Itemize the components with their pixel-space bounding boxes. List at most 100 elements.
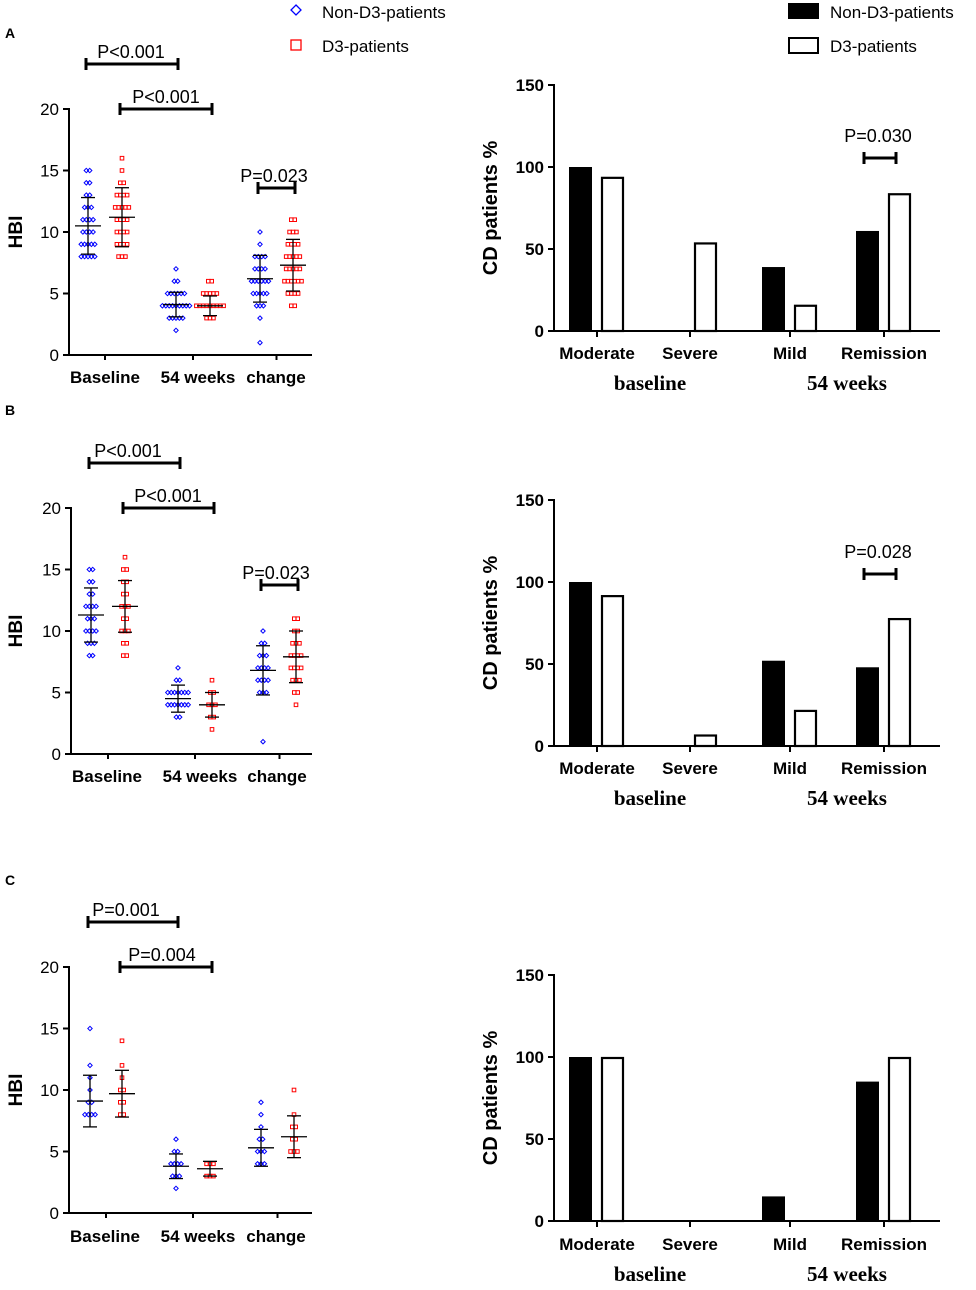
category-label: Baseline xyxy=(72,767,142,786)
category-label: Remission xyxy=(841,344,927,363)
p-value-label: P<0.001 xyxy=(94,441,162,461)
category-label: Moderate xyxy=(559,344,635,363)
data-point xyxy=(176,1173,183,1180)
bar-d3 xyxy=(887,1056,912,1223)
legend-diamond-marker xyxy=(290,4,302,16)
data-point xyxy=(185,689,192,696)
scatter-chart-a: 0 5 10 15 20 HBI Baseline 54 weeks change P<0.001… xyxy=(6,42,312,387)
bar-non-d3 xyxy=(856,230,879,331)
data-point xyxy=(257,315,263,322)
bar-d3 xyxy=(887,617,912,748)
scatter-legend: Non-D3-patients D3-patients xyxy=(290,3,446,56)
data-point xyxy=(173,265,179,272)
data-point xyxy=(88,204,95,211)
data-point xyxy=(173,1185,179,1192)
p-value-label: P=0.030 xyxy=(844,126,912,146)
group-label: baseline xyxy=(614,786,686,810)
data-point xyxy=(258,1099,264,1106)
bar-d3 xyxy=(793,304,818,333)
group-label: baseline xyxy=(614,1262,686,1286)
data-point xyxy=(91,615,98,622)
category-label: 54 weeks xyxy=(163,767,238,786)
category-label: change xyxy=(246,368,306,387)
data-point xyxy=(261,1160,268,1167)
data-point xyxy=(86,192,93,199)
p-value-label: P=0.023 xyxy=(240,166,308,186)
data-point xyxy=(181,290,188,297)
data-point xyxy=(211,315,216,321)
data-point xyxy=(93,603,100,610)
data-point xyxy=(299,278,304,284)
y-tick-label: 15 xyxy=(40,1020,59,1039)
data-point xyxy=(86,179,93,186)
category-label: Mild xyxy=(773,1235,807,1254)
y-tick-label: 20 xyxy=(42,499,61,518)
category-label: change xyxy=(246,1227,306,1246)
bar-chart-a: 0 50 100 150 CD patients % Moderate Severe Mild… xyxy=(480,76,940,395)
y-axis-label: HBI xyxy=(6,216,27,249)
data-point xyxy=(295,242,301,247)
data-point xyxy=(90,216,97,223)
category-label: Moderate xyxy=(559,759,635,778)
legend-square-marker xyxy=(290,39,302,51)
y-tick-label: 10 xyxy=(42,622,61,641)
data-point xyxy=(123,254,128,259)
data-point xyxy=(265,677,272,684)
data-point xyxy=(257,339,263,346)
data-point xyxy=(89,578,96,585)
p-value-label: P=0.001 xyxy=(92,900,160,920)
data-point xyxy=(121,180,127,186)
data-point xyxy=(295,291,301,296)
data-point xyxy=(124,217,130,222)
data-point xyxy=(209,727,215,732)
legend-open-bar xyxy=(788,37,819,54)
data-point xyxy=(209,677,215,683)
p-value-label: P<0.001 xyxy=(134,486,202,506)
data-point xyxy=(298,665,304,671)
data-point xyxy=(173,327,179,334)
bar-non-d3 xyxy=(762,1196,785,1221)
y-axis-label: HBI xyxy=(6,615,27,648)
data-point xyxy=(258,1123,264,1130)
y-tick-label: 15 xyxy=(40,162,59,181)
data-point xyxy=(90,229,97,235)
bar-non-d3 xyxy=(569,582,592,746)
data-point xyxy=(297,266,303,272)
y-axis-label: CD patients % xyxy=(480,141,502,276)
bar-non-d3 xyxy=(856,667,879,746)
legend-filled-bar xyxy=(788,3,819,19)
category-label: Severe xyxy=(662,344,718,363)
data-point xyxy=(262,265,269,272)
data-point xyxy=(124,192,130,198)
y-tick-label: 20 xyxy=(40,958,59,977)
panel-label-b: B xyxy=(5,402,15,418)
data-point xyxy=(124,229,130,235)
data-point xyxy=(265,664,272,671)
data-point xyxy=(292,217,297,222)
data-point xyxy=(261,640,268,647)
y-tick-label: 0 xyxy=(535,737,544,756)
data-point xyxy=(124,567,130,572)
bar-d3 xyxy=(693,242,718,333)
y-axis-label: HBI xyxy=(6,1074,27,1107)
data-point xyxy=(263,689,270,696)
scatter-chart-c: 0 5 10 15 20 HBI Baseline 54 weeks change P=0.001… xyxy=(6,900,312,1246)
bar-d3 xyxy=(887,193,912,333)
category-label: change xyxy=(247,767,307,786)
y-tick-label: 100 xyxy=(516,158,544,177)
data-point xyxy=(257,229,263,235)
y-tick-label: 100 xyxy=(516,573,544,592)
data-point xyxy=(214,291,220,296)
group-label: 54 weeks xyxy=(807,371,887,395)
data-point xyxy=(174,1148,181,1155)
category-label: 54 weeks xyxy=(161,368,236,387)
data-point xyxy=(294,229,299,235)
data-point xyxy=(122,554,128,560)
data-point xyxy=(176,677,183,684)
data-point xyxy=(91,241,98,248)
data-point xyxy=(89,566,96,573)
bar-d3 xyxy=(600,176,625,333)
legend-bar-d3-label: D3-patients xyxy=(830,37,917,56)
data-point xyxy=(297,641,302,646)
data-point xyxy=(265,278,272,285)
